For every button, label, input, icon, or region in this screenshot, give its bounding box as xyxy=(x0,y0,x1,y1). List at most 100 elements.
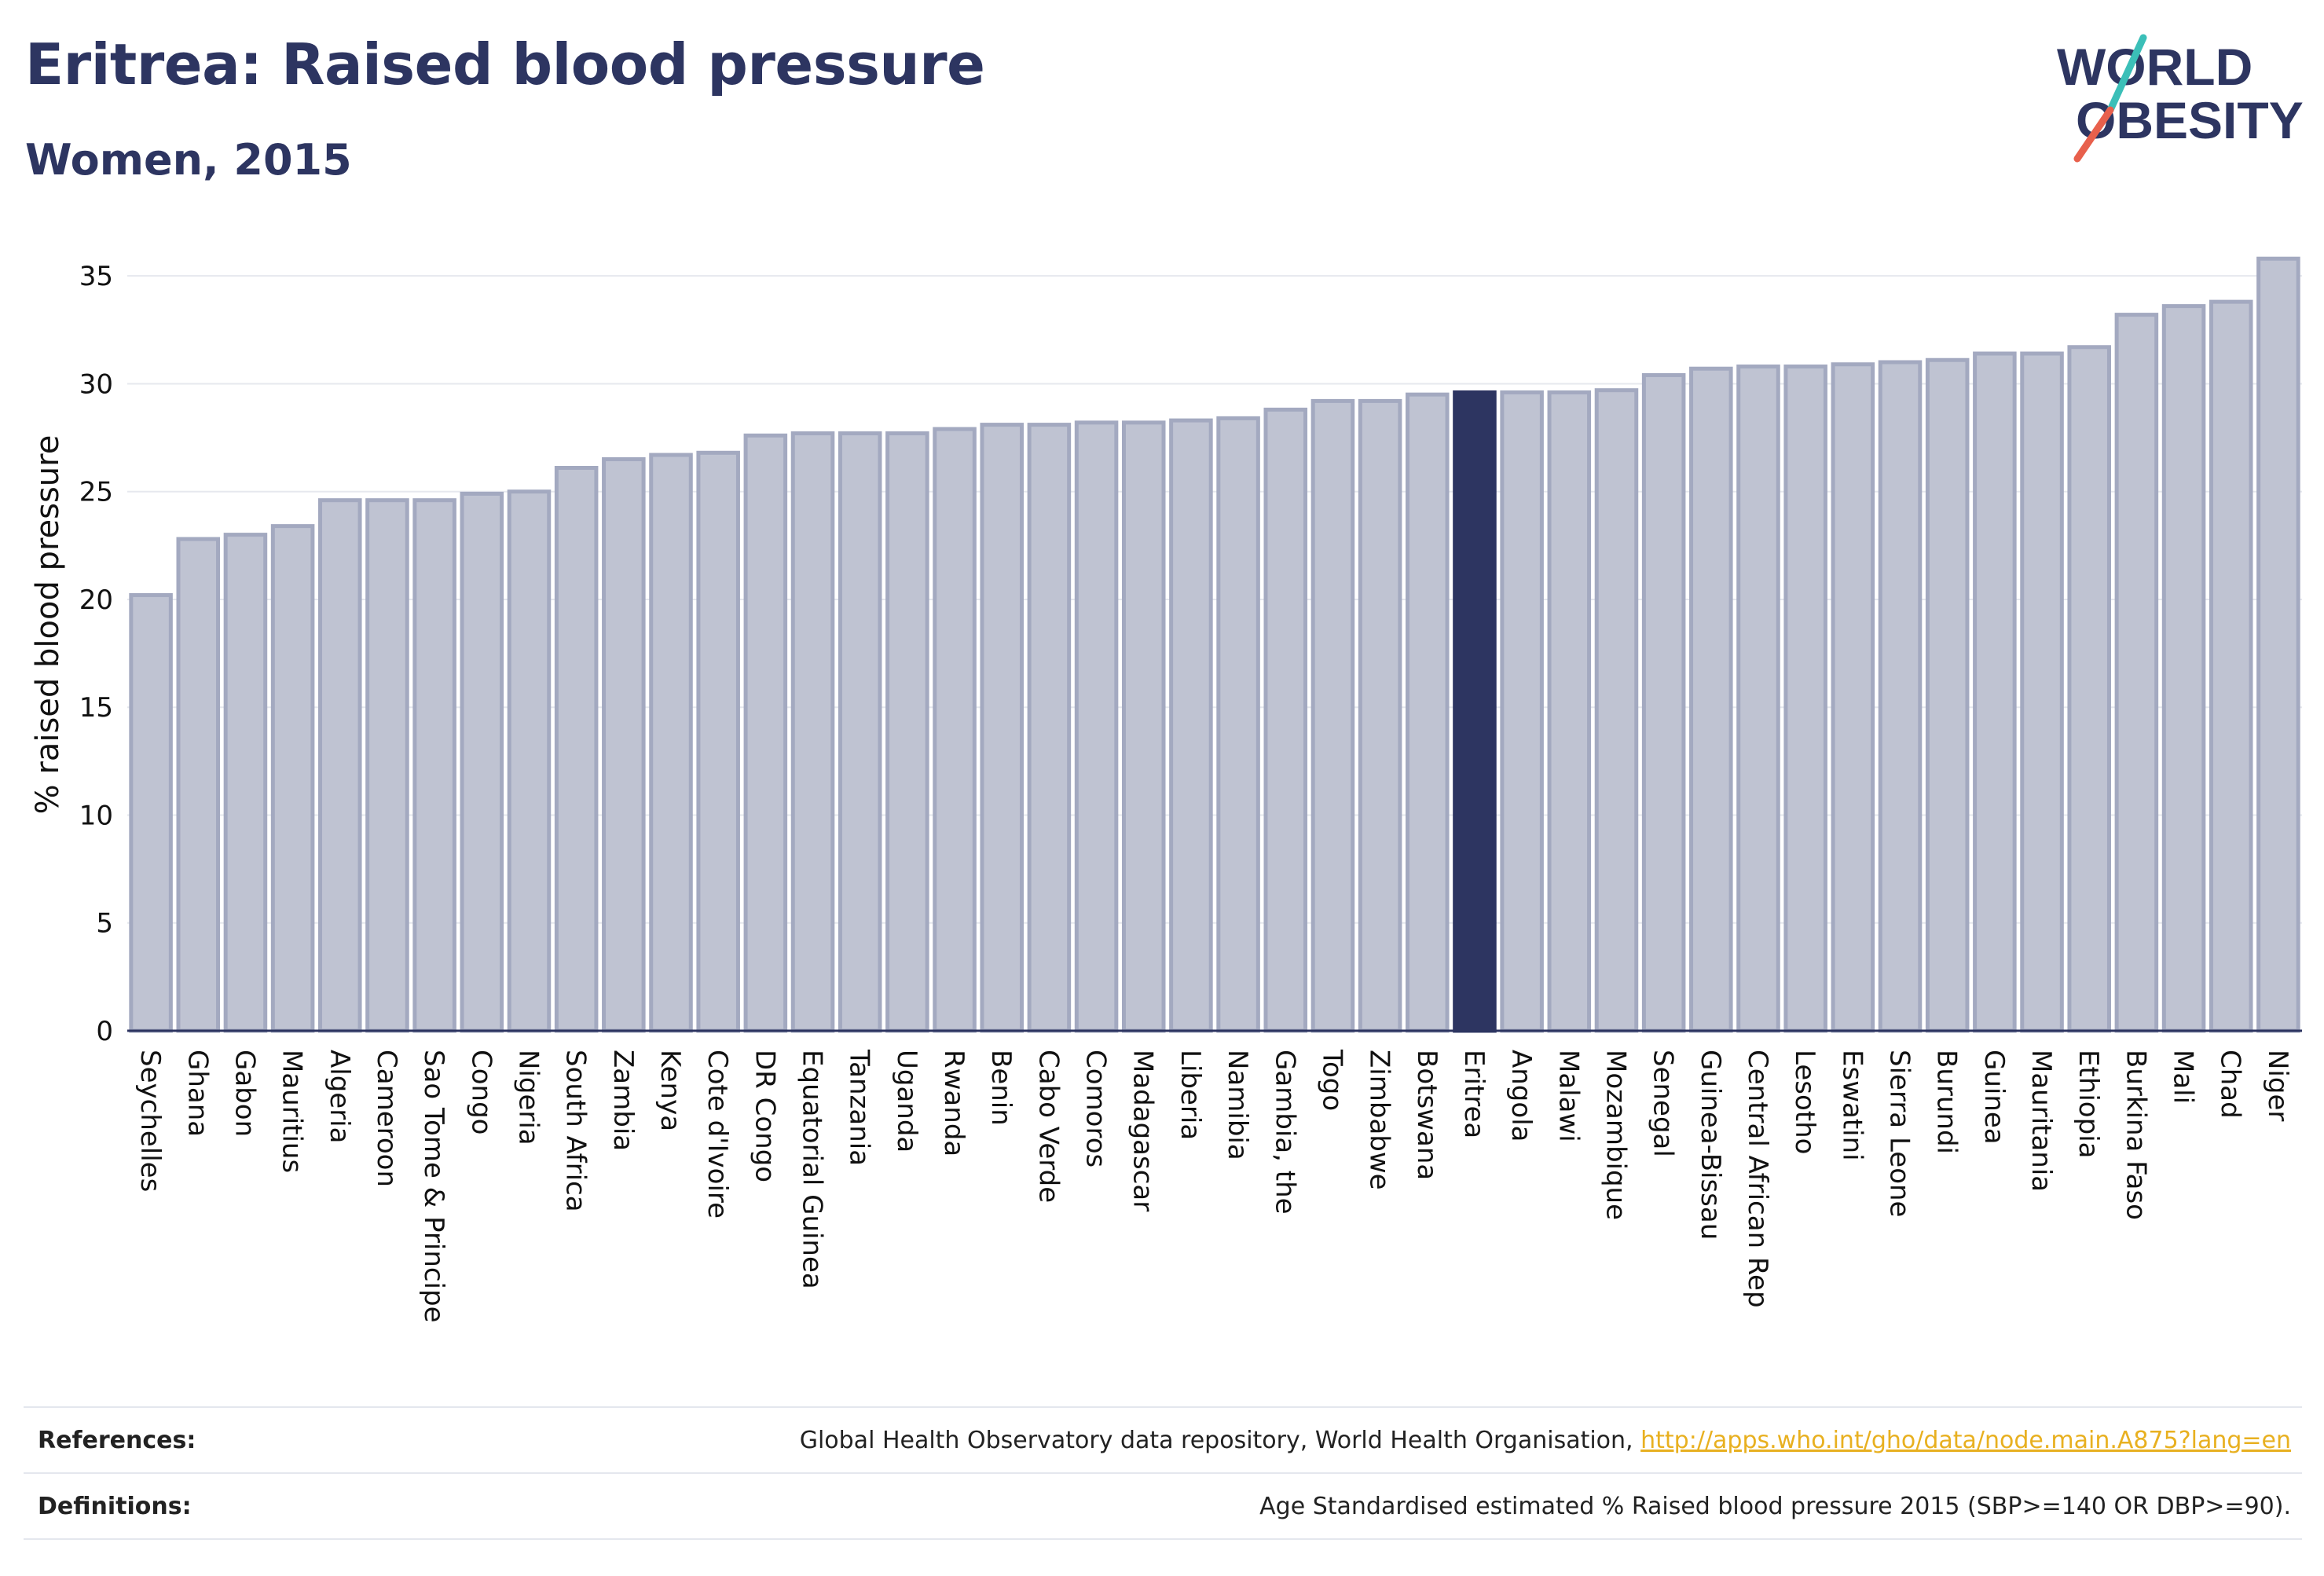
y-tick-label: 30 xyxy=(79,368,113,400)
definitions-text: Age Standardised estimated % Raised bloo… xyxy=(1259,1493,2291,1520)
x-tick-label: Uganda xyxy=(891,1050,922,1153)
bar xyxy=(2209,299,2253,1033)
bar xyxy=(1263,407,1308,1033)
bar xyxy=(1736,364,1780,1033)
definitions-label: Definitions: xyxy=(38,1493,192,1520)
x-tick-label: Zambia xyxy=(607,1050,639,1151)
x-tick-label: Gabon xyxy=(229,1050,260,1137)
bar xyxy=(790,431,835,1033)
bar xyxy=(1878,360,1923,1033)
bar xyxy=(1216,416,1260,1033)
bar xyxy=(507,489,552,1033)
x-tick-label: Mauritania xyxy=(2025,1050,2057,1192)
x-tick-label: Algeria xyxy=(324,1050,355,1143)
x-tick-label: Kenya xyxy=(654,1050,686,1131)
bar xyxy=(2114,313,2159,1033)
bar xyxy=(1973,351,2017,1033)
bar xyxy=(1121,420,1166,1033)
x-tick-labels: Seychelles Ghana Gabon Mauritius Algeria Came… xyxy=(134,1049,2293,1323)
bar xyxy=(270,524,315,1033)
bar xyxy=(1594,388,1639,1033)
y-tick-label: 5 xyxy=(96,908,113,940)
bar xyxy=(2256,256,2300,1033)
bar xyxy=(1641,372,1686,1033)
bar xyxy=(176,537,221,1033)
x-tick-label: Senegal xyxy=(1648,1050,1679,1157)
world-obesity-logo: WORLD OBESITY xyxy=(2051,31,2310,165)
references-label: References: xyxy=(38,1427,196,1454)
x-tick-label: Eswatini xyxy=(1836,1050,1868,1161)
y-axis-label: % raised blood pressure xyxy=(30,435,66,815)
y-tick-label: 0 xyxy=(96,1016,113,1047)
x-tick-label: South Africa xyxy=(560,1050,592,1212)
bar xyxy=(1358,398,1402,1033)
chart-subtitle: Women, 2015 xyxy=(25,135,352,185)
bar xyxy=(1406,392,1450,1033)
bar xyxy=(2161,304,2206,1033)
bar xyxy=(1169,418,1213,1033)
x-tick-label: Comoros xyxy=(1080,1050,1112,1167)
bar xyxy=(1831,362,1875,1033)
bar xyxy=(223,533,268,1033)
x-tick-label: Cote d'Ivoire xyxy=(702,1050,733,1219)
x-tick-label: Guinea xyxy=(1978,1050,2010,1145)
bar xyxy=(838,431,882,1033)
references-value: Global Health Observatory data repositor… xyxy=(800,1427,2291,1454)
x-tick-label: Mozambique xyxy=(1600,1050,1631,1220)
x-tick-label: Ethiopia xyxy=(2073,1050,2104,1158)
chart-title: Eritrea: Raised blood pressure xyxy=(25,31,985,97)
x-tick-label: Sao Tome & Principe xyxy=(418,1050,449,1323)
x-tick-label: Gambia, the xyxy=(1269,1050,1300,1215)
x-tick-label: Nigeria xyxy=(512,1050,544,1145)
logo-slash-teal xyxy=(2106,34,2147,114)
logo-slash-red xyxy=(2073,106,2114,163)
x-tick-label: Eritrea xyxy=(1458,1050,1490,1138)
x-tick-label: Burkina Faso xyxy=(2120,1050,2151,1220)
bar xyxy=(318,498,362,1033)
references-table: References: Global Health Observatory da… xyxy=(24,1406,2302,1540)
x-tick-label: Congo xyxy=(465,1050,497,1134)
y-tick-label: 25 xyxy=(79,477,113,508)
x-tick-label: Namibia xyxy=(1222,1050,1253,1160)
bar xyxy=(743,433,788,1033)
x-tick-label: Guinea-Bissau xyxy=(1695,1050,1726,1240)
x-tick-label: Central African Rep xyxy=(1742,1050,1773,1308)
bar xyxy=(460,491,504,1033)
x-tick-label: Rwanda xyxy=(938,1050,970,1156)
references-text: Global Health Observatory data repositor… xyxy=(799,1427,1633,1454)
x-tick-label: Togo xyxy=(1316,1049,1347,1111)
bar xyxy=(980,423,1024,1033)
bar xyxy=(2067,345,2111,1033)
y-tick-labels: 0 5 10 15 20 25 30 35 xyxy=(79,261,113,1047)
x-tick-label: Equatorial Guinea xyxy=(797,1050,828,1289)
x-tick-label: Cabo Verde xyxy=(1032,1050,1064,1203)
x-tick-label: Tanzania xyxy=(844,1049,875,1166)
bar xyxy=(933,427,977,1033)
x-tick-label: Liberia xyxy=(1175,1050,1206,1140)
bar xyxy=(2020,351,2064,1033)
bar-chart: 0 5 10 15 20 25 30 35 Seychelles Ghana Gabon Mauri… xyxy=(30,256,2302,1323)
definitions-row: Definitions: Age Standardised estimated … xyxy=(24,1472,2302,1540)
bars xyxy=(129,256,2300,1033)
y-tick-label: 10 xyxy=(79,800,113,831)
x-tick-label: Lesotho xyxy=(1789,1050,1820,1154)
x-tick-label: Zimbabwe xyxy=(1364,1050,1395,1190)
bar xyxy=(649,453,693,1033)
x-tick-label: Mali xyxy=(2168,1050,2199,1104)
bar xyxy=(1027,423,1072,1033)
references-row: References: Global Health Observatory da… xyxy=(24,1406,2302,1472)
bar xyxy=(129,592,173,1033)
bar xyxy=(1310,398,1355,1033)
references-link[interactable]: http://apps.who.int/gho/data/node.main.A… xyxy=(1640,1427,2291,1454)
bar xyxy=(1074,420,1119,1033)
bar xyxy=(412,498,456,1033)
bar xyxy=(1500,390,1544,1033)
y-tick-label: 35 xyxy=(79,261,113,292)
bar xyxy=(554,466,599,1033)
logo-line1: WORLD xyxy=(2057,38,2253,96)
x-tick-label: Botswana xyxy=(1411,1050,1442,1180)
bar xyxy=(885,431,929,1033)
bar xyxy=(696,450,740,1033)
x-tick-label: Seychelles xyxy=(134,1050,166,1192)
x-tick-label: Ghana xyxy=(181,1050,213,1137)
